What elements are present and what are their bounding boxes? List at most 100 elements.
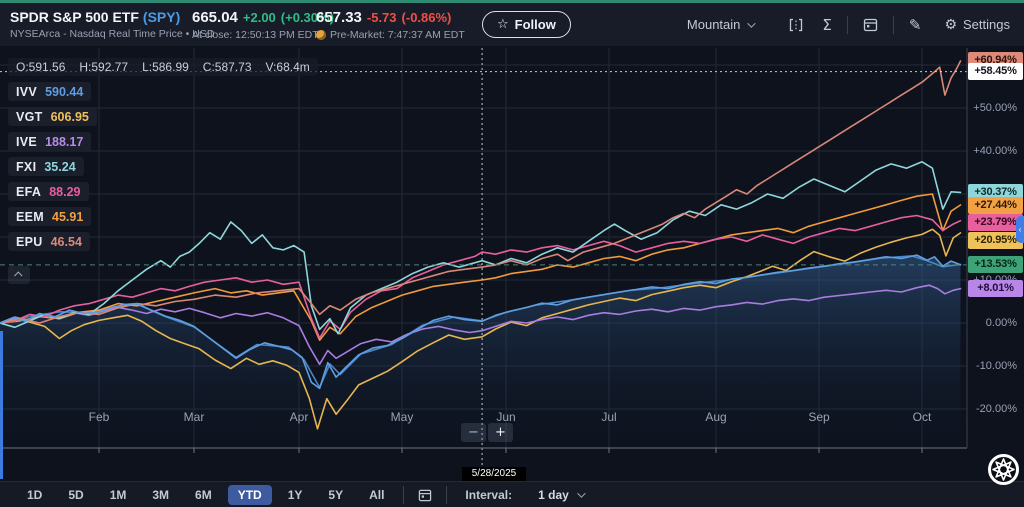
ohlc-volume: V:68.4m <box>265 60 310 74</box>
chart-type-dropdown[interactable]: Mountain <box>686 17 757 32</box>
x-axis-month-label: Apr <box>289 410 309 424</box>
y-axis-tick-label: 0.00% <box>985 316 1017 329</box>
follow-button[interactable]: ☆ Follow <box>482 11 571 38</box>
series-value-badge-spy: +13.53% <box>968 256 1023 274</box>
close-time: At close: 12:50:13 PM EDT <box>192 28 319 41</box>
legend-value: 606.95 <box>50 109 89 124</box>
interval-label: Interval: <box>465 487 513 502</box>
y-axis-tick-label: -20.00% <box>976 402 1017 415</box>
compare-icon[interactable] <box>779 17 813 33</box>
legend-item-eem[interactable]: EEM 45.91 <box>8 207 92 226</box>
range-button-all[interactable]: All <box>359 485 394 505</box>
crosshair-date-tooltip: 5/28/2025 <box>462 467 526 481</box>
legend-symbol: IVV <box>16 84 38 99</box>
premarket-change-pct: (-0.86%) <box>401 9 452 25</box>
legend-value: 590.44 <box>45 84 84 99</box>
ohlc-close: C:587.73 <box>202 60 252 74</box>
y-axis-tick-label: +40.00% <box>973 144 1017 157</box>
legend-value: 45.91 <box>52 209 84 224</box>
legend-symbol: EPU <box>16 234 43 249</box>
exchange-info: NYSEArca - Nasdaq Real Time Price • USD <box>10 28 215 40</box>
settings-label: Settings <box>963 17 1010 32</box>
legend-symbol: EEM <box>16 209 44 224</box>
zoom-out-button[interactable]: − <box>461 423 486 442</box>
x-axis-month-label: Aug <box>705 410 727 424</box>
divider <box>846 15 848 34</box>
comparison-legend: IVV 590.44 VGT 606.95 IVE 188.17 FXI 35.24 EFA 88… <box>8 82 97 251</box>
premarket-time: Pre-Market: 7:47:37 AM EDT <box>330 28 465 41</box>
left-edge-accent <box>0 331 3 479</box>
legend-item-efa[interactable]: EFA 88.29 <box>8 182 89 201</box>
scroll-to-recent-tab[interactable]: ‹ <box>1016 216 1024 243</box>
ticker-symbol: (SPY) <box>142 9 181 25</box>
premarket-price: 657.33 <box>316 8 362 26</box>
chartiq-logo-icon <box>985 451 1022 493</box>
close-price: 665.04 <box>192 8 238 26</box>
range-button-1m[interactable]: 1M <box>100 485 137 505</box>
y-axis-tick-label: -10.00% <box>976 359 1017 372</box>
range-button-1d[interactable]: 1D <box>17 485 52 505</box>
follow-label: Follow <box>514 17 556 32</box>
premarket-moon-icon <box>316 29 326 40</box>
series-value-badge-vgt: +20.95% <box>968 232 1023 250</box>
premarket-change: -5.73 <box>366 9 397 25</box>
zoom-in-button[interactable]: + <box>488 423 513 442</box>
chevron-up-icon <box>14 271 23 280</box>
range-button-3m[interactable]: 3M <box>142 485 179 505</box>
chart-type-label: Mountain <box>686 17 741 32</box>
range-button-ytd[interactable]: YTD <box>227 484 272 505</box>
x-axis-month-label: Feb <box>88 410 110 424</box>
legend-symbol: FXI <box>16 159 37 174</box>
events-calendar-icon[interactable] <box>854 17 887 32</box>
y-axis-tick-label: +50.00% <box>973 101 1017 114</box>
range-button-5y[interactable]: 5Y <box>318 485 353 505</box>
range-button-1y[interactable]: 1Y <box>278 485 313 505</box>
legend-item-vgt[interactable]: VGT 606.95 <box>8 107 97 126</box>
close-change: +2.00 <box>242 9 276 25</box>
draw-pencil-icon[interactable]: ✎ <box>908 15 922 34</box>
legend-symbol: EFA <box>16 184 42 199</box>
range-button-5d[interactable]: 5D <box>58 485 93 505</box>
legend-value: 35.24 <box>44 159 76 174</box>
legend-symbol: VGT <box>16 109 43 124</box>
regular-quote: 665.04 +2.00 (+0.30%) At close: 12:50:13… <box>192 8 334 41</box>
series-value-badge-efa: +23.79% <box>968 214 1023 232</box>
legend-value: 188.17 <box>45 134 84 149</box>
interval-value: 1 day <box>538 487 569 502</box>
collapse-legend-button[interactable] <box>8 266 30 284</box>
range-button-6m[interactable]: 6M <box>185 485 222 505</box>
ohlc-low: L:586.99 <box>142 60 189 74</box>
gear-icon: ⚙ <box>944 16 958 33</box>
legend-item-ive[interactable]: IVE 188.17 <box>8 132 92 151</box>
chevron-down-icon <box>576 488 586 498</box>
divider <box>446 485 448 504</box>
x-axis-month-label: Oct <box>912 410 932 424</box>
x-axis-month-label: May <box>390 410 414 424</box>
legend-item-fxi[interactable]: FXI 35.24 <box>8 157 84 176</box>
zoom-controls: − + <box>461 423 513 442</box>
legend-item-ivv[interactable]: IVV 590.44 <box>8 82 92 101</box>
page-title: SPDR S&P 500 ETF <box>10 9 139 25</box>
legend-item-epu[interactable]: EPU 46.54 <box>8 232 90 251</box>
x-axis-month-label: Mar <box>183 410 205 424</box>
chart-area: O:591.56 H:592.77 L:586.99 C:587.73 V:68… <box>0 46 1024 481</box>
series-value-badge-ive: +8.01% <box>968 280 1023 298</box>
range-toolbar: 1D 5D 1M 3M 6M YTD 1Y 5Y All Interval: 1 day <box>0 481 1024 507</box>
settings-button[interactable]: ⚙ Settings <box>944 17 1010 33</box>
range-buttons: 1D 5D 1M 3M 6M YTD 1Y 5Y All <box>14 484 397 505</box>
star-icon: ☆ <box>497 17 509 32</box>
indicators-sigma-icon[interactable]: Σ <box>822 15 832 34</box>
header: SPDR S&P 500 ETF (SPY) NYSEArca - Nasdaq … <box>0 0 1024 46</box>
chevron-down-icon <box>747 18 757 28</box>
divider <box>403 485 405 504</box>
date-picker-button[interactable] <box>410 488 440 502</box>
x-axis-month-label: Sep <box>808 410 830 424</box>
close-change-pct: (+0.30%) <box>280 9 334 25</box>
ohlc-high: H:592.77 <box>79 60 129 74</box>
interval-dropdown[interactable]: 1 day <box>538 487 586 502</box>
x-axis-month-label: Jul <box>601 410 617 424</box>
divider <box>892 15 894 34</box>
legend-value: 88.29 <box>49 184 81 199</box>
ohlc-readout: O:591.56 H:592.77 L:586.99 C:587.73 V:68… <box>8 58 318 76</box>
